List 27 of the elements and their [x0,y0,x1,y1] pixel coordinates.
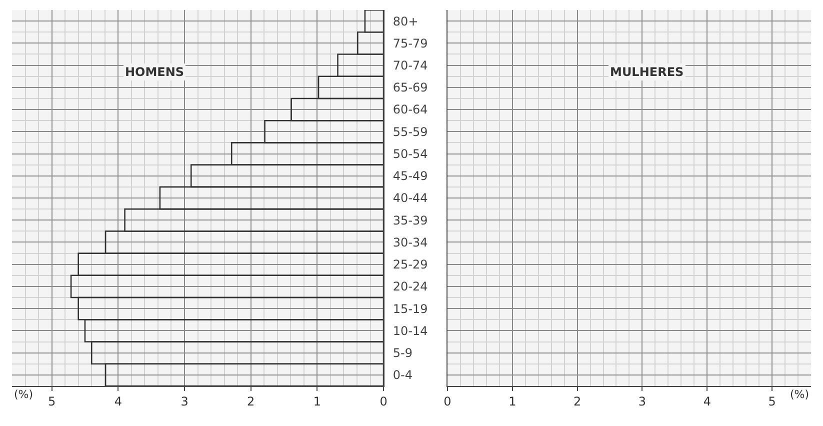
y-tick-label: 30-34 [392,235,428,250]
y-tick-label: 75-79 [392,36,428,50]
y-tick-label: 20-24 [392,280,428,294]
y-tick-label: 10-14 [392,324,428,338]
y-tick-label: 45-49 [392,169,428,184]
y-tick-label: 65-69 [392,80,428,95]
x-tick-label: 4 [114,394,122,408]
annotation: HOMENS [125,65,184,79]
y-tick-label: 70-74 [392,58,428,72]
y-tick-label: 5-9 [392,346,413,360]
y-tick-label: 80+ [392,14,418,28]
y-tick-label: 25-29 [392,258,428,272]
text: (%) [790,388,810,401]
x-tick-label: 2 [247,394,255,408]
x-tick-label: 0 [380,394,388,408]
y-tick-label: 0-4 [392,368,413,382]
x-tick-label: 5 [48,394,56,408]
y-tick-label: 15-19 [392,302,428,316]
x-tick-label: 3 [180,394,188,408]
text: MULHERES [610,65,684,79]
y-tick-label: 40-44 [392,191,428,206]
y-tick-label: 50-54 [392,146,428,161]
y-tick-label: 60-64 [392,102,428,117]
x-tick-label: 1 [313,394,322,408]
text: (%) [14,388,34,401]
y-tick-label: 35-39 [392,213,428,228]
y-tick-label: 55-59 [392,124,428,139]
